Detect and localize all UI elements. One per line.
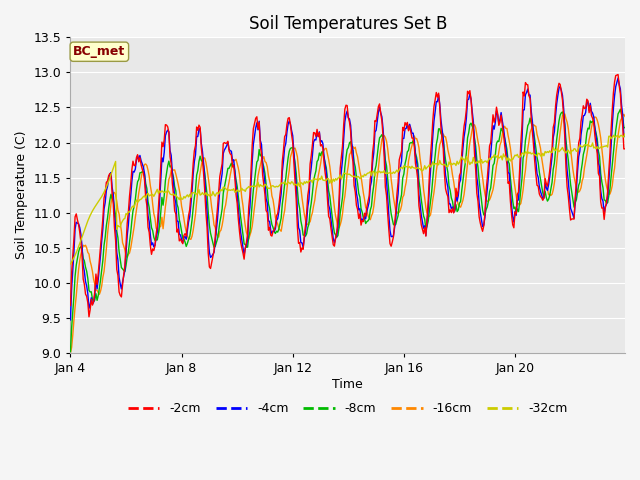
Title: Soil Temperatures Set B: Soil Temperatures Set B <box>248 15 447 33</box>
Text: BC_met: BC_met <box>73 45 125 58</box>
X-axis label: Time: Time <box>332 378 363 391</box>
Legend: -2cm, -4cm, -8cm, -16cm, -32cm: -2cm, -4cm, -8cm, -16cm, -32cm <box>123 397 573 420</box>
Y-axis label: Soil Temperature (C): Soil Temperature (C) <box>15 131 28 259</box>
